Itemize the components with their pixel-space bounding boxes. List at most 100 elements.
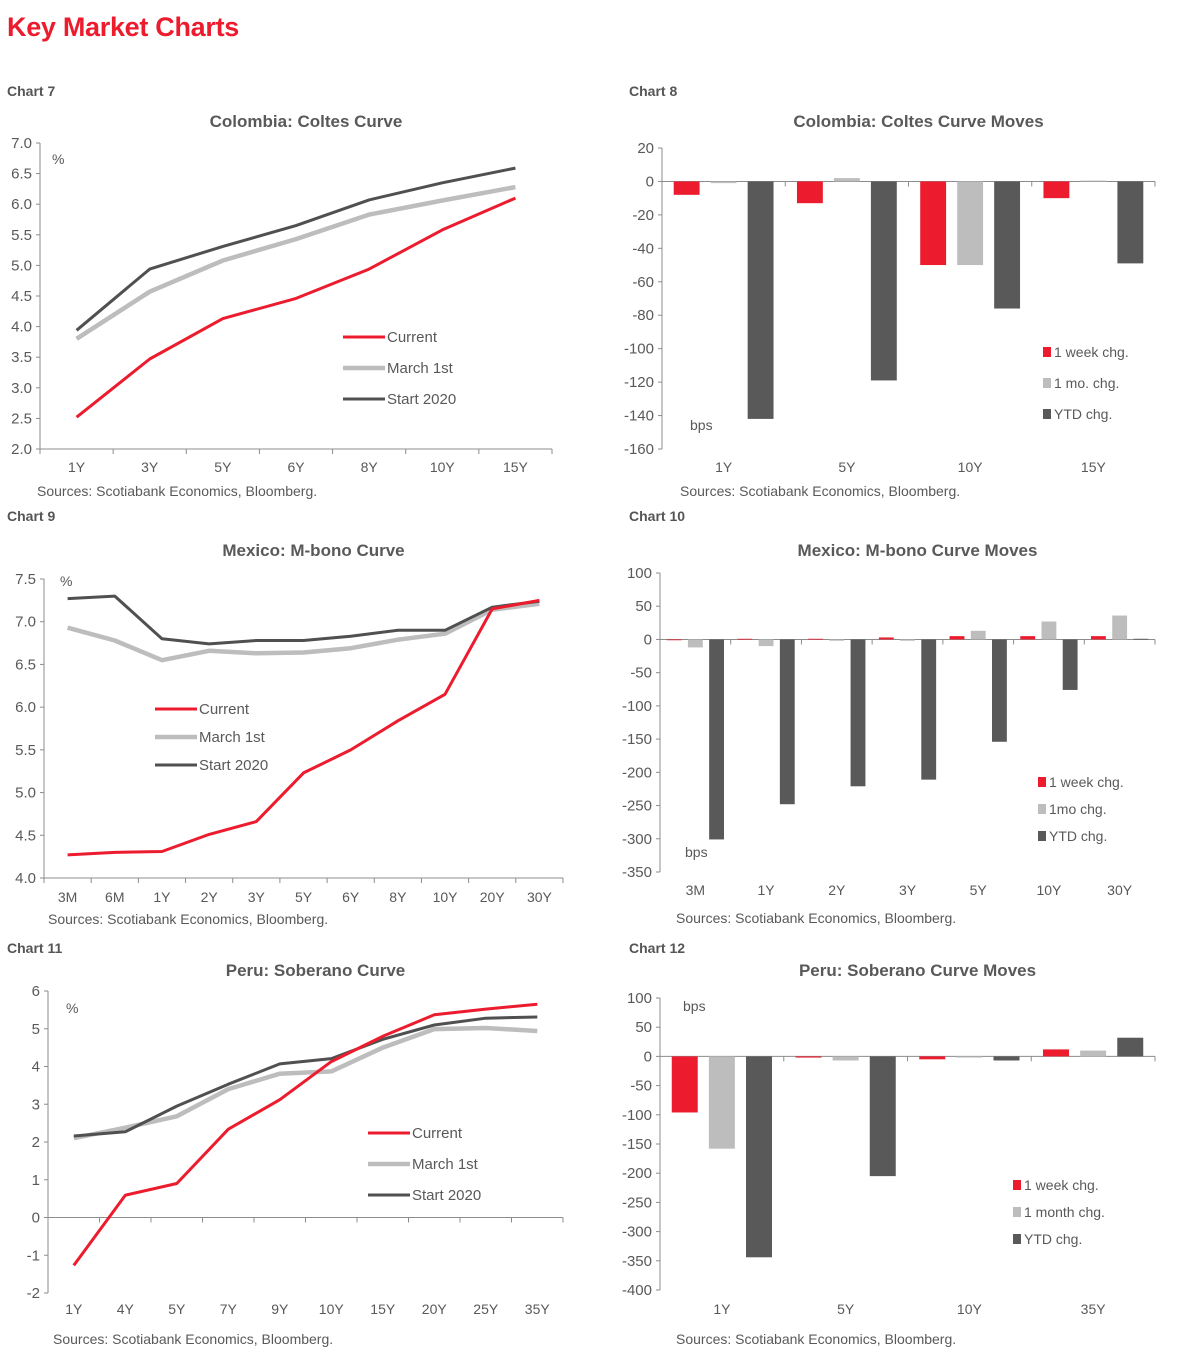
- chart-mexico-mbono-curve-moves: Mexico: M-bono Curve Moves -350 -300 -250 -2…: [622, 541, 1156, 926]
- source-note: Sources: Scotiabank Economics, Bloomberg…: [48, 911, 328, 927]
- y-tick-label: -80: [632, 307, 654, 324]
- y-tick-label: -50: [630, 665, 652, 682]
- y-tick-label: 7.0: [11, 135, 32, 152]
- y-tick-label: 5.5: [11, 227, 32, 244]
- x-tick-label: 3Y: [899, 882, 917, 898]
- bar-1-week-chg-: [1020, 636, 1036, 640]
- x-tick-label: 4Y: [117, 1301, 135, 1317]
- unit-label: bps: [683, 998, 706, 1014]
- y-tick-label: 5.0: [11, 257, 32, 274]
- series-line-current: [67, 598, 540, 857]
- x-tick-label: 30Y: [1107, 882, 1133, 898]
- bar-1-week-chg-: [920, 181, 947, 266]
- legend-swatch: [1013, 1207, 1021, 1217]
- source-note: Sources: Scotiabank Economics, Bloomberg…: [676, 1331, 956, 1347]
- legend-label: Start 2020: [387, 391, 456, 408]
- legend-label: Current: [199, 701, 250, 718]
- y-tick-label: 4.5: [11, 288, 32, 305]
- bar-1-week-chg-: [796, 181, 823, 204]
- x-tick-label: 15Y: [503, 459, 529, 475]
- bar-1-week-chg-: [919, 1056, 946, 1060]
- bar-ytd-chg-: [994, 181, 1021, 309]
- x-tick-label: 1Y: [153, 889, 171, 905]
- bar-ytd-chg-: [747, 181, 774, 419]
- legend-label: YTD chg.: [1024, 1231, 1082, 1247]
- bar-1-month-chg-: [708, 1056, 735, 1149]
- bar-1mo-chg-: [687, 639, 703, 648]
- y-tick-label: 4.0: [15, 870, 36, 887]
- x-tick-label: 5Y: [837, 1301, 855, 1317]
- y-tick-label: -400: [622, 1282, 652, 1299]
- chart-8-label: Chart 8: [629, 83, 678, 99]
- y-tick-label: -40: [632, 240, 654, 257]
- x-tick-label: 5Y: [214, 459, 232, 475]
- legend-swatch: [1043, 378, 1051, 388]
- bar-1-week-chg-: [795, 1056, 822, 1058]
- bar-1-week-chg-: [666, 639, 682, 641]
- x-tick-label: 25Y: [473, 1301, 499, 1317]
- legend-swatch: [1043, 409, 1051, 419]
- source-note: Sources: Scotiabank Economics, Bloomberg…: [37, 483, 317, 499]
- bar-1mo-chg-: [900, 639, 915, 641]
- x-tick-label: 10Y: [958, 459, 984, 475]
- x-tick-label: 35Y: [1081, 1301, 1107, 1317]
- bar-1-mo-chg-: [833, 178, 860, 182]
- series-line-current: [72, 1002, 538, 1267]
- x-tick-label: 15Y: [1081, 459, 1107, 475]
- y-tick-label: 5: [32, 1021, 40, 1038]
- y-tick-label: -120: [624, 374, 654, 391]
- y-tick-label: -100: [622, 1107, 652, 1124]
- y-tick-label: 3.5: [11, 349, 32, 366]
- legend-label: 1 mo. chg.: [1054, 375, 1119, 391]
- unit-label: %: [52, 151, 64, 167]
- legend-label: 1mo chg.: [1049, 801, 1107, 817]
- y-tick-label: 0: [644, 1048, 652, 1065]
- series-line-start-2020: [73, 1015, 538, 1138]
- chart-colombia-coltes-curve: Colombia: Coltes Curve 2.0 2.5 3.0 3.5 4.0 4.5…: [11, 112, 553, 499]
- bar-1-mo-chg-: [957, 181, 984, 266]
- x-tick-label: 6Y: [342, 889, 360, 905]
- source-note: Sources: Scotiabank Economics, Bloomberg…: [53, 1331, 333, 1347]
- y-tick-label: 5.5: [15, 742, 36, 759]
- bar-ytd-chg-: [779, 639, 795, 805]
- bar-1-month-chg-: [956, 1056, 983, 1058]
- y-tick-label: 4.0: [11, 319, 32, 336]
- bar-ytd-chg-: [1133, 638, 1149, 640]
- y-tick-label: 6.0: [11, 196, 32, 213]
- legend-swatch: [1038, 831, 1046, 841]
- unit-label: %: [60, 573, 72, 589]
- legend-label: 1 week chg.: [1054, 344, 1129, 360]
- legend-swatch: [1013, 1234, 1021, 1244]
- legend-label: March 1st: [387, 360, 454, 377]
- legend-label: YTD chg.: [1054, 406, 1112, 422]
- x-tick-label: 5Y: [168, 1301, 186, 1317]
- y-tick-label: -100: [624, 341, 654, 358]
- x-tick-label: 7Y: [220, 1301, 238, 1317]
- bar-1-week-chg-: [878, 637, 894, 640]
- y-tick-label: 6.5: [11, 166, 32, 183]
- chart-colombia-coltes-curve-moves: Colombia: Coltes Curve Moves -160 -140 -120…: [624, 112, 1156, 499]
- x-tick-label: 30Y: [527, 889, 553, 905]
- bar-ytd-chg-: [746, 1056, 772, 1258]
- x-tick-label: 8Y: [389, 889, 407, 905]
- legend-label: March 1st: [199, 729, 266, 746]
- y-tick-label: -250: [622, 798, 652, 815]
- chart-9-label: Chart 9: [7, 508, 56, 524]
- y-tick-label: 6.0: [15, 699, 36, 716]
- legend-label: YTD chg.: [1049, 828, 1107, 844]
- y-tick-label: -250: [622, 1194, 652, 1211]
- legend-swatch: [1013, 1180, 1021, 1190]
- y-tick-label: 50: [635, 1019, 652, 1036]
- legend-label: Current: [412, 1125, 463, 1142]
- bar-1-week-chg-: [671, 1056, 698, 1113]
- series-line-start-2020: [75, 166, 516, 332]
- bar-1-week-chg-: [1043, 181, 1070, 199]
- y-tick-label: 100: [627, 990, 652, 1007]
- page-title: Key Market Charts: [7, 12, 239, 42]
- x-tick-label: 3M: [686, 882, 705, 898]
- chart-mexico-mbono-curve: Mexico: M-bono Curve 4.0 4.5 5.0 5.5 6.0 6.5 7.…: [15, 541, 564, 927]
- y-tick-label: -140: [624, 408, 654, 425]
- legend-label: March 1st: [412, 1156, 479, 1173]
- x-tick-label: 5Y: [838, 459, 856, 475]
- y-tick-label: 6.5: [15, 656, 36, 673]
